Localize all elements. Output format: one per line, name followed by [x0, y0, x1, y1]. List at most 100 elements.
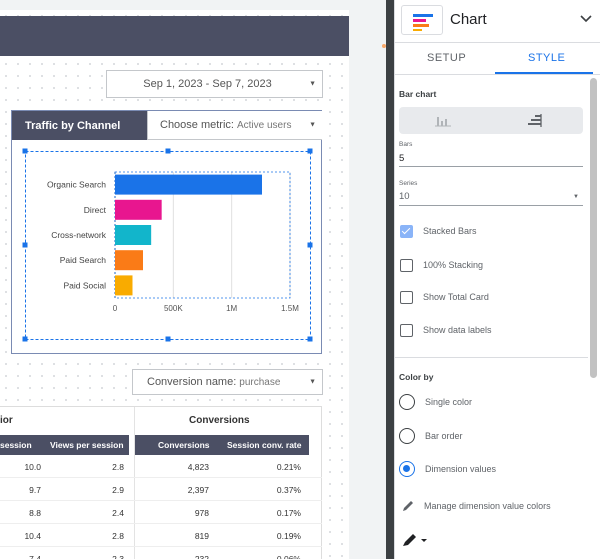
- table-cell: 2.9: [112, 485, 124, 495]
- checkbox-box[interactable]: [400, 224, 413, 238]
- col-header-conversions[interactable]: Conversions: [158, 440, 210, 450]
- table-cell: 232: [194, 554, 209, 559]
- active-tab-indicator: [495, 72, 593, 74]
- tab-divider: [395, 74, 600, 75]
- checkbox-show-total-card[interactable]: Show Total Card: [400, 289, 489, 305]
- table-group-conversions: Conversions: [189, 415, 250, 426]
- dropdown-arrow-icon: ▼: [309, 121, 316, 129]
- bar[interactable]: [115, 199, 162, 220]
- date-range-control[interactable]: Sep 1, 2023 - Sep 7, 2023 ▼: [106, 70, 323, 98]
- resize-handle[interactable]: [165, 336, 171, 342]
- panel-scrollbar[interactable]: [590, 78, 597, 378]
- table-cell: 8.8: [29, 508, 41, 518]
- resize-handle[interactable]: [307, 148, 313, 154]
- radio-bar-order[interactable]: Bar order: [399, 427, 463, 445]
- table-row[interactable]: 7.4 2.3 232 0.06%: [0, 547, 322, 559]
- col-header-views-per-session[interactable]: Views per session: [50, 440, 124, 450]
- tab-setup[interactable]: SETUP: [427, 52, 467, 64]
- table-cell: 10.4: [24, 531, 41, 541]
- bar-chart-icon: [413, 14, 433, 31]
- table-row[interactable]: 8.8 2.4 978 0.17%: [0, 501, 322, 524]
- manage-dimension-colors-link[interactable]: Manage dimension value colors: [401, 497, 551, 515]
- resize-handle[interactable]: [165, 148, 171, 154]
- conversion-name-control[interactable]: Conversion name: purchase ▼: [132, 369, 323, 395]
- category-label: Paid Social: [63, 280, 106, 290]
- x-tick-label: 500K: [164, 304, 183, 313]
- chevron-down-icon[interactable]: [579, 12, 593, 26]
- resize-handle[interactable]: [22, 242, 28, 248]
- table-row[interactable]: 10.4 2.8 819 0.19%: [0, 524, 322, 547]
- col-header-session-conv-rate[interactable]: Session conv. rate: [227, 440, 302, 450]
- bars-input[interactable]: 5: [399, 153, 405, 164]
- checkbox-label: Stacked Bars: [423, 226, 477, 236]
- table-cell: 2,397: [187, 485, 209, 495]
- chart-title: Traffic by Channel: [12, 111, 147, 140]
- bar-chart-plot[interactable]: 0 500K 1M 1.5M Organic Search Direct Cross-net…: [12, 140, 321, 353]
- radio-dimension-values[interactable]: Dimension values: [399, 460, 496, 478]
- dropdown-arrow-icon: ▼: [309, 80, 316, 88]
- bar-chart-widget[interactable]: Traffic by Channel Choose metric: Active…: [11, 110, 322, 354]
- bar[interactable]: [115, 275, 133, 296]
- table-cell: 2.4: [112, 508, 124, 518]
- table-cell: 2.8: [112, 462, 124, 472]
- table-cell: 2.8: [112, 531, 124, 541]
- resize-handle[interactable]: [307, 242, 313, 248]
- bar[interactable]: [115, 225, 152, 245]
- table-cell: 0.19%: [276, 531, 301, 541]
- category-label: Direct: [84, 205, 107, 215]
- series-select[interactable]: 10: [399, 191, 410, 202]
- table-cell: 0.17%: [276, 508, 301, 518]
- resize-handle[interactable]: [22, 336, 28, 342]
- x-tick-label: 1M: [226, 304, 237, 313]
- horizontal-bars-icon[interactable]: [527, 113, 543, 128]
- bar[interactable]: [115, 174, 262, 195]
- color-paint-picker[interactable]: [401, 531, 429, 549]
- series-dropdown-arrow-icon[interactable]: ▼: [573, 194, 579, 200]
- checkbox-label: Show data labels: [423, 325, 492, 335]
- section-title-color-by: Color by: [399, 372, 434, 382]
- table-cell: 819: [194, 531, 209, 541]
- checkbox-label: Show Total Card: [423, 292, 489, 302]
- checkbox-stacked-bars[interactable]: Stacked Bars: [400, 223, 477, 239]
- conversions-table[interactable]: ior Conversions session Views per sessio…: [0, 406, 322, 559]
- table-cell: 0.21%: [276, 462, 301, 472]
- table-header-left: session Views per session: [0, 435, 129, 455]
- vertical-bars-icon[interactable]: [434, 113, 452, 127]
- radio-button[interactable]: [399, 428, 415, 444]
- checkbox-box[interactable]: [400, 290, 413, 304]
- checkbox-box[interactable]: [400, 258, 413, 272]
- x-tick-label: 1.5M: [281, 304, 299, 313]
- checkbox-box[interactable]: [400, 323, 413, 337]
- pencil-icon: [403, 501, 413, 511]
- resize-handle[interactable]: [307, 336, 313, 342]
- category-label: Paid Search: [60, 255, 107, 265]
- metric-selector-value: Active users: [236, 119, 292, 131]
- checkbox-100-stacking[interactable]: 100% Stacking: [400, 257, 483, 273]
- conversion-name-label: Conversion name:: [147, 376, 237, 388]
- category-label: Cross-network: [51, 230, 107, 240]
- table-group-behavior: ior: [0, 415, 13, 426]
- table-cell: 2.3: [112, 554, 124, 559]
- panel-divider: [395, 42, 600, 43]
- col-header-session[interactable]: session: [0, 440, 32, 450]
- radio-single-color[interactable]: Single color: [399, 393, 472, 411]
- table-row[interactable]: 9.7 2.9 2,397 0.37%: [0, 478, 322, 501]
- conversion-name-value: purchase: [239, 376, 281, 388]
- table-cell: 4,823: [187, 462, 209, 472]
- category-label: Organic Search: [47, 180, 106, 190]
- table-cell: 9.7: [29, 485, 41, 495]
- manage-colors-label: Manage dimension value colors: [424, 501, 551, 511]
- table-divider: [134, 407, 135, 559]
- metric-selector[interactable]: Choose metric: Active users ▼: [147, 111, 322, 140]
- radio-button[interactable]: [399, 394, 415, 410]
- chart-type-picker[interactable]: [401, 5, 443, 35]
- table-row[interactable]: 10.0 2.8 4,823 0.21%: [0, 455, 322, 478]
- chart-type-label: Chart: [450, 11, 487, 28]
- bar[interactable]: [115, 250, 143, 271]
- tab-style[interactable]: STYLE: [528, 52, 566, 64]
- radio-button[interactable]: [399, 461, 415, 477]
- resize-handle[interactable]: [22, 148, 28, 154]
- bar-orientation-toggle: [399, 107, 583, 134]
- bars-label: Bars: [399, 141, 413, 148]
- checkbox-show-data-labels[interactable]: Show data labels: [400, 322, 492, 338]
